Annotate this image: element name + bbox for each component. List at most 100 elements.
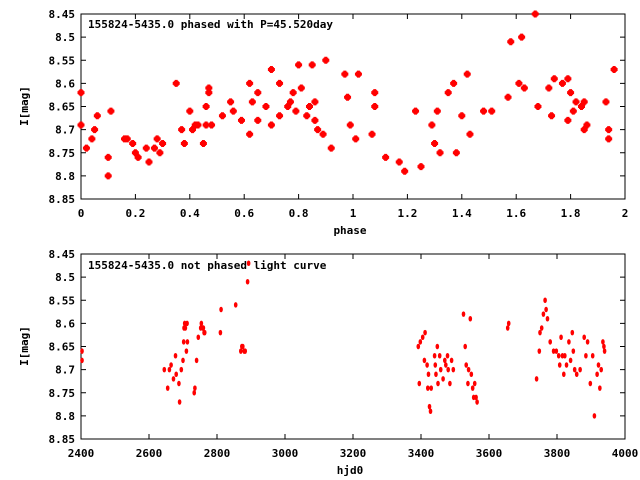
y-tick-label: 8.45 [49,8,76,21]
data-point [505,325,510,331]
data-point [554,348,559,354]
data-point [167,366,172,373]
data-point [262,103,270,110]
data-point [219,306,223,313]
data-point [446,366,451,373]
data-point [107,107,115,115]
data-point [199,320,204,327]
data-point [556,352,561,359]
data-point [461,311,466,317]
data-point [352,135,360,143]
data-point [605,126,613,134]
data-point [436,380,440,387]
data-point [218,329,223,336]
data-point [194,121,202,129]
y-tick-label: 8.55 [49,54,76,67]
data-point [534,103,542,110]
data-point [463,70,471,78]
data-point [563,352,567,359]
data-point [292,107,300,115]
data-point [534,376,539,382]
data-point [267,66,275,73]
data-point [571,348,576,354]
data-point [202,329,207,336]
data-point [395,158,403,166]
data-point [368,130,376,138]
data-point [194,357,199,364]
data-point [605,135,613,143]
data-point [267,121,275,129]
data-point [449,357,454,364]
data-point [308,61,316,69]
x-tick-label: 2600 [136,447,163,460]
data-point [580,126,588,134]
data-point [319,130,327,138]
data-point [241,343,245,350]
data-point [246,130,254,138]
data-point [150,144,158,152]
y-tick-label: 8.5 [55,31,75,44]
data-point [371,89,379,97]
data-point [202,121,210,129]
x-axis-ticks: 2400 2600 2800 3000 3200 3400 3600 3800 4000 [68,254,638,460]
data-point [434,371,438,378]
y-axis-ticks: 8.45 8.5 8.55 8.6 8.65 8.7 8.75 8.8 8.85 [49,248,625,446]
data-point [466,130,474,138]
x-tick-label: 1.4 [452,207,472,220]
data-point [590,352,595,359]
data-point [443,357,447,364]
data-point [550,75,558,83]
x-tick-label: 2 [622,207,629,220]
data-point [543,297,547,304]
data-point [327,144,335,152]
data-point [602,343,606,350]
data-point [544,306,548,313]
y-tick-label: 8.7 [55,364,75,377]
data-point [504,93,512,101]
y-tick-label: 8.8 [55,410,75,423]
y-tick-label: 8.65 [49,341,76,354]
data-point [463,343,468,350]
data-point [178,126,186,134]
chart-title: 155824-5435.0 not phased light curve [88,259,327,272]
data-point [246,260,251,267]
x-tick-label: 2400 [68,447,95,460]
data-point [438,366,443,373]
data-point [545,84,553,92]
x-tick-label: 3000 [272,447,299,460]
data-point [458,112,466,120]
data-point [276,79,284,87]
x-tick-label: 1.2 [397,207,417,220]
data-point [412,107,420,115]
data-point [539,325,544,331]
data-point [599,366,603,373]
x-tick-label: 3600 [476,447,503,460]
data-point [162,366,167,373]
data-point [104,172,112,180]
data-point [537,348,542,354]
data-point [289,89,297,97]
data-point [401,167,409,175]
data-point [610,66,618,73]
data-point [80,357,84,364]
data-point [564,75,572,83]
data-point [444,362,448,368]
data-point [432,352,437,359]
data-point [520,84,528,92]
data-point [564,116,572,124]
data-point [431,140,439,147]
data-point [246,79,254,87]
data-point [583,121,591,129]
data-point [602,98,610,106]
y-tick-label: 8.45 [49,248,76,261]
data-point [507,38,515,46]
x-tick-label: 1 [350,207,357,220]
data-point [548,339,552,345]
data-point [580,98,588,106]
data-point [448,380,452,387]
data-point [444,89,452,97]
data-point [297,84,305,92]
x-tick-label: 2800 [204,447,231,460]
data-point [284,103,292,110]
x-tick-label: 0.6 [234,207,254,220]
